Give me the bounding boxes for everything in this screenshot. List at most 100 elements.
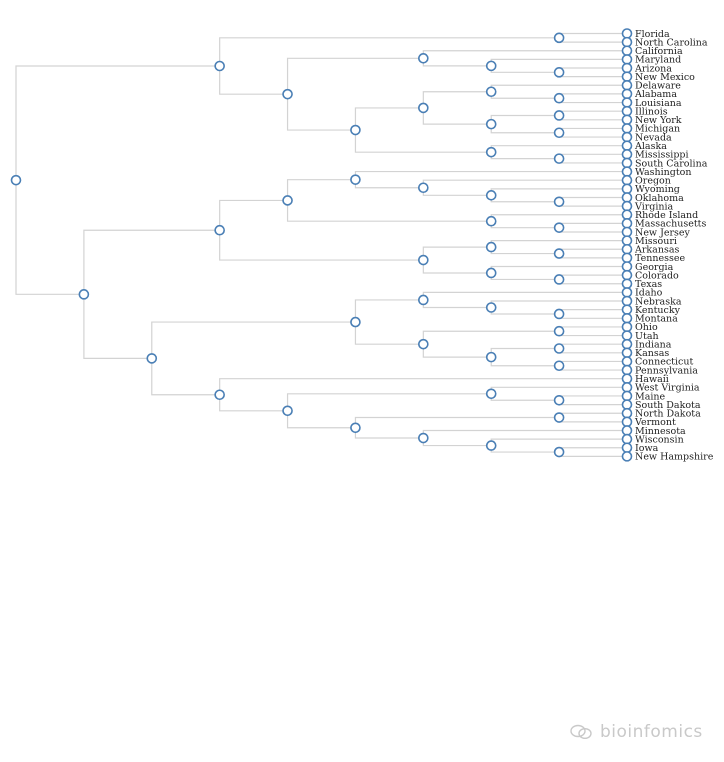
leaf-node[interactable] (621, 131, 633, 143)
internal-node[interactable] (553, 127, 565, 139)
internal-node[interactable] (553, 394, 565, 406)
internal-node[interactable] (485, 118, 497, 130)
leaf-node[interactable] (621, 416, 633, 428)
leaf-node[interactable] (621, 183, 633, 195)
leaf-node[interactable] (621, 149, 633, 160)
internal-node[interactable] (146, 353, 158, 364)
leaf-node[interactable] (621, 433, 633, 445)
leaf-node[interactable] (621, 330, 633, 341)
internal-node[interactable] (350, 422, 361, 434)
internal-node[interactable] (485, 440, 497, 451)
internal-node[interactable] (553, 360, 565, 372)
internal-node[interactable] (485, 215, 497, 227)
leaf-node[interactable] (621, 123, 633, 134)
leaf-node[interactable] (621, 114, 633, 126)
internal-node[interactable] (485, 60, 497, 72)
leaf-node[interactable] (621, 269, 633, 281)
leaf-node[interactable] (621, 287, 633, 298)
leaf-node[interactable] (621, 407, 633, 419)
leaf-node[interactable] (621, 425, 633, 436)
internal-node[interactable] (10, 174, 22, 186)
internal-node[interactable] (485, 190, 497, 201)
leaf-node[interactable] (621, 235, 633, 246)
leaf-node[interactable] (621, 261, 633, 272)
tree-link (490, 307, 560, 315)
leaf-node[interactable] (621, 36, 633, 48)
leaf-node[interactable] (621, 192, 633, 203)
leaf-node[interactable] (621, 356, 633, 367)
leaf-node[interactable] (621, 347, 633, 359)
internal-node[interactable] (553, 343, 565, 354)
leaf-node[interactable] (621, 390, 633, 402)
internal-node[interactable] (553, 308, 565, 320)
leaf-node[interactable] (621, 218, 633, 229)
leaf-node[interactable] (621, 88, 633, 100)
leaf-node[interactable] (621, 252, 633, 264)
internal-node[interactable] (418, 294, 429, 306)
leaf-node[interactable] (621, 451, 633, 462)
leaf-node[interactable] (621, 338, 633, 350)
internal-node[interactable] (553, 412, 565, 423)
leaf-node[interactable] (621, 174, 633, 186)
internal-node[interactable] (418, 254, 429, 266)
internal-node[interactable] (214, 389, 225, 401)
internal-node[interactable] (553, 248, 565, 259)
internal-node[interactable] (485, 86, 497, 98)
leaf-node[interactable] (621, 364, 633, 376)
internal-node[interactable] (214, 60, 225, 72)
leaf-node[interactable] (621, 45, 633, 57)
leaf-node[interactable] (621, 166, 633, 177)
leaf-node[interactable] (621, 209, 633, 221)
leaf-node[interactable] (621, 278, 633, 290)
leaf-node[interactable] (621, 373, 633, 385)
leaf-node[interactable] (621, 140, 633, 151)
internal-node[interactable] (418, 102, 429, 114)
internal-node[interactable] (485, 302, 497, 313)
internal-node[interactable] (418, 182, 429, 194)
internal-node[interactable] (553, 446, 565, 458)
internal-node[interactable] (485, 388, 497, 400)
internal-node[interactable] (553, 92, 565, 104)
internal-node[interactable] (485, 146, 497, 158)
internal-node[interactable] (78, 289, 90, 300)
leaf-node[interactable] (621, 105, 633, 117)
leaf-node[interactable] (621, 79, 633, 91)
leaf-node[interactable] (621, 399, 633, 410)
internal-node[interactable] (282, 405, 293, 417)
internal-node[interactable] (553, 67, 565, 78)
internal-node[interactable] (553, 196, 565, 208)
leaf-node[interactable] (621, 97, 633, 108)
internal-node[interactable] (418, 338, 429, 350)
leaf-node[interactable] (621, 442, 633, 454)
internal-node[interactable] (350, 316, 361, 328)
internal-node[interactable] (282, 88, 293, 100)
internal-node[interactable] (485, 351, 497, 363)
internal-node[interactable] (553, 325, 565, 337)
internal-node[interactable] (282, 195, 293, 206)
internal-node[interactable] (553, 110, 565, 121)
internal-node[interactable] (553, 222, 565, 233)
internal-node[interactable] (214, 224, 225, 236)
internal-node[interactable] (418, 432, 429, 444)
leaf-node[interactable] (621, 71, 633, 82)
leaf-node[interactable] (621, 295, 633, 307)
leaf-node[interactable] (621, 62, 633, 74)
internal-node[interactable] (418, 53, 429, 64)
internal-node[interactable] (553, 153, 565, 164)
internal-node[interactable] (485, 267, 497, 279)
leaf-node[interactable] (621, 321, 633, 333)
leaf-node[interactable] (621, 200, 633, 212)
leaf-node[interactable] (621, 157, 633, 169)
leaf-node[interactable] (621, 312, 633, 324)
leaf-node[interactable] (621, 382, 633, 393)
leaf-node[interactable] (621, 28, 633, 39)
leaf-node[interactable] (621, 243, 633, 255)
internal-node[interactable] (553, 32, 565, 44)
leaf-node[interactable] (621, 54, 633, 65)
internal-node[interactable] (553, 274, 565, 285)
internal-node[interactable] (350, 174, 361, 185)
leaf-node[interactable] (621, 226, 633, 238)
leaf-node[interactable] (621, 304, 633, 315)
internal-node[interactable] (485, 241, 497, 253)
internal-node[interactable] (350, 124, 361, 136)
